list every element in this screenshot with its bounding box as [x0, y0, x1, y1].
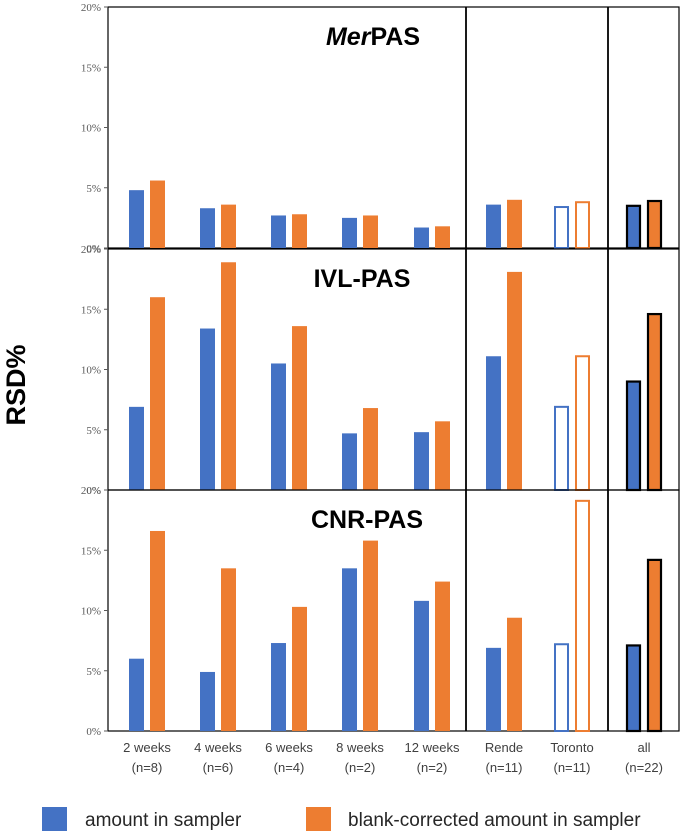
y-tick-label: 0%	[86, 243, 101, 255]
x-axis-categories: 2 weeks (n=8) 4 weeks (n=6) 6 weeks (n=4) 8 we…	[123, 740, 663, 775]
category-label: all	[637, 740, 650, 755]
y-tick-label: 5%	[86, 183, 101, 195]
category-label: Toronto	[550, 740, 593, 755]
bar-amount	[554, 405, 569, 492]
bar-amount	[342, 433, 357, 490]
panel-title-rest: IVL-PAS	[314, 265, 411, 293]
category-label: 4 weeks	[194, 740, 242, 755]
panel-3: 0% 5% 10% 15% 20% CNR-PAS	[81, 485, 680, 738]
y-tick-label: 15%	[81, 545, 101, 557]
y-axis-label: RSD%	[1, 344, 31, 425]
bar-amount	[625, 644, 642, 733]
bar-blank-corrected	[363, 540, 378, 731]
y-tick-label: 20%	[81, 2, 101, 14]
bar-blank-corrected	[363, 215, 378, 248]
bar-blank-corrected	[646, 312, 663, 492]
category-label: 8 weeks	[336, 740, 384, 755]
category-count: (n=6)	[203, 760, 234, 775]
bar-blank-corrected	[575, 201, 590, 250]
panel-title-rest: CNR-PAS	[311, 506, 423, 534]
bar-blank-corrected	[292, 214, 307, 248]
panel-title: IVL-PAS	[314, 265, 411, 293]
y-tick-label: 15%	[81, 304, 101, 316]
bar-blank-corrected	[507, 199, 522, 248]
y-tick-label: 0%	[86, 726, 101, 738]
category-label: Rende	[485, 740, 523, 755]
bar-blank-corrected	[150, 180, 165, 248]
y-tick-label: 10%	[81, 365, 101, 377]
category-count: (n=2)	[417, 760, 448, 775]
y-tick-label: 20%	[81, 244, 101, 256]
bar-blank-corrected	[507, 271, 522, 490]
category-count: (n=8)	[132, 760, 163, 775]
bar-blank-corrected	[435, 421, 450, 490]
legend-swatch	[42, 807, 67, 831]
category-label: 6 weeks	[265, 740, 313, 755]
bar-amount	[129, 406, 144, 490]
y-tick-label: 10%	[81, 123, 101, 135]
y-tick-label: 0%	[86, 485, 101, 497]
category-count: (n=4)	[274, 760, 305, 775]
bar-amount	[342, 217, 357, 248]
bar-blank-corrected	[507, 617, 522, 731]
y-tick-label: 15%	[81, 62, 101, 74]
bar-amount	[554, 643, 569, 732]
bar-amount	[271, 643, 286, 731]
category-count: (n=11)	[486, 760, 523, 775]
y-tick-label: 5%	[86, 425, 101, 437]
category-count: (n=2)	[345, 760, 376, 775]
bar-blank-corrected	[363, 408, 378, 490]
bar-amount	[271, 363, 286, 490]
bar-blank-corrected	[150, 530, 165, 731]
bar-blank-corrected	[646, 199, 663, 250]
bar-blank-corrected	[292, 326, 307, 490]
bar-amount	[271, 215, 286, 248]
y-tick-label: 10%	[81, 606, 101, 618]
bar-amount	[129, 190, 144, 248]
bar-blank-corrected	[435, 226, 450, 248]
chart-panels: 0%5%10%15%20%MerPAS0%5%10%15%20%IVL-PAS0…	[81, 2, 680, 738]
bar-amount	[200, 208, 215, 248]
bar-amount	[414, 432, 429, 490]
panel-1: 0% 5% 10% 15% 20% MerPAS	[81, 2, 680, 255]
panel-2: 0% 5% 10% 15% 20% IVL-PAS	[81, 244, 680, 497]
legend-label: blank-corrected amount in sampler	[348, 810, 641, 831]
bar-blank-corrected	[221, 262, 236, 490]
legend-swatch	[306, 807, 331, 831]
bar-amount	[554, 206, 569, 249]
bar-amount	[342, 568, 357, 731]
bar-blank-corrected	[575, 499, 590, 732]
bar-amount	[625, 204, 642, 250]
bar-blank-corrected	[646, 558, 663, 733]
y-tick-label: 20%	[81, 485, 101, 497]
bar-blank-corrected	[435, 581, 450, 731]
bar-blank-corrected	[292, 606, 307, 731]
y-tick-label: 5%	[86, 666, 101, 678]
bar-amount	[129, 658, 144, 731]
bar-amount	[486, 647, 501, 731]
bar-amount	[200, 671, 215, 731]
panel-title-italic: Mer	[326, 23, 372, 51]
bar-amount	[486, 204, 501, 248]
category-label: 12 weeks	[405, 740, 460, 755]
bar-amount	[414, 227, 429, 248]
panel-title: MerPAS	[326, 23, 420, 51]
bar-amount	[414, 600, 429, 731]
bar-amount	[200, 328, 215, 490]
legend: amount in sampler blank-corrected amount …	[42, 807, 641, 831]
bar-blank-corrected	[221, 568, 236, 731]
category-count: (n=11)	[554, 760, 591, 775]
category-count: (n=22)	[625, 760, 663, 775]
category-label: 2 weeks	[123, 740, 171, 755]
bar-blank-corrected	[575, 355, 590, 491]
panel-title-rest: PAS	[370, 23, 420, 51]
bar-blank-corrected	[150, 297, 165, 490]
legend-label: amount in sampler	[85, 810, 242, 831]
panel-title: CNR-PAS	[311, 506, 423, 534]
bar-blank-corrected	[221, 204, 236, 248]
bar-amount	[625, 380, 642, 492]
bar-amount	[486, 356, 501, 490]
